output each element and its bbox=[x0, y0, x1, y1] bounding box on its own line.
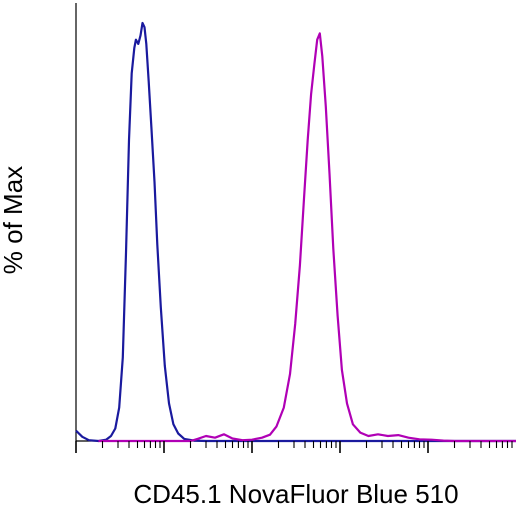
series-line-2 bbox=[98, 32, 516, 443]
y-axis-title: % of Max bbox=[0, 166, 28, 274]
series-layer bbox=[75, 21, 516, 443]
x-axis-title: CD45.1 NovaFluor Blue 510 bbox=[133, 479, 458, 506]
x-axis-ticks bbox=[75, 441, 513, 453]
series-line-1 bbox=[75, 21, 516, 443]
plot-frame bbox=[75, 3, 516, 442]
